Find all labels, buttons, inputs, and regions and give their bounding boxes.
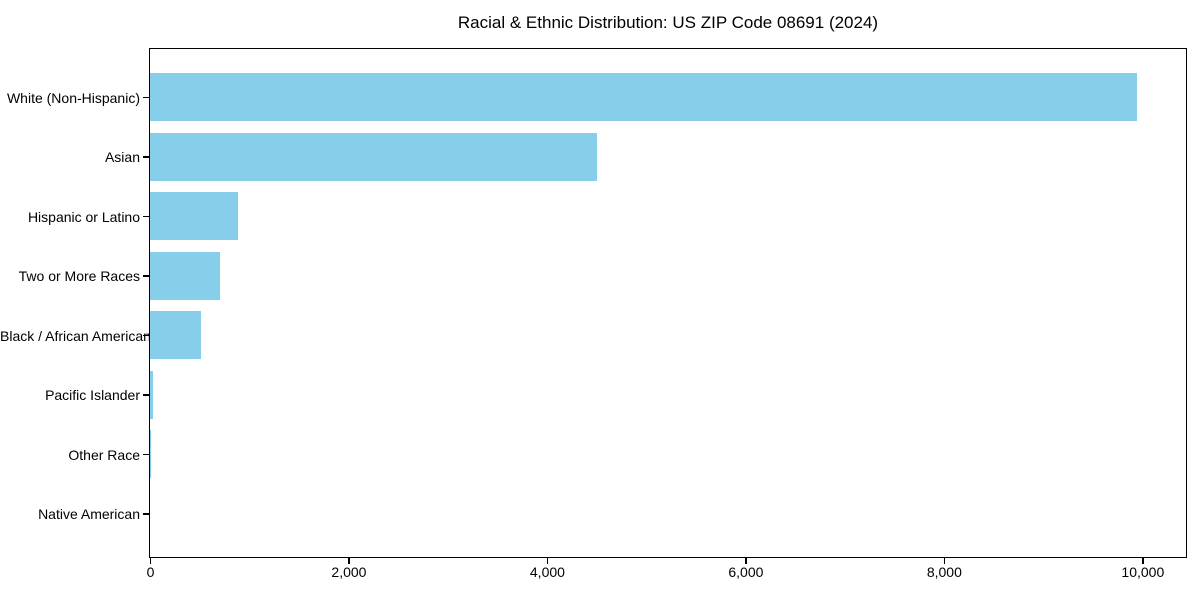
x-tick-mark bbox=[943, 558, 946, 564]
y-tick-mark bbox=[143, 275, 149, 277]
x-tick-label: 4,000 bbox=[529, 564, 565, 580]
y-tick-mark bbox=[143, 453, 149, 456]
x-tick-mark bbox=[745, 558, 747, 564]
x-tick-label: 2,000 bbox=[331, 564, 367, 580]
x-tick-label: 8,000 bbox=[926, 564, 962, 580]
plot-area bbox=[149, 48, 1187, 558]
y-tick-label: Native American bbox=[38, 506, 140, 522]
y-tick-mark bbox=[143, 394, 149, 396]
bar bbox=[150, 192, 239, 240]
y-tick-label: Hispanic or Latino bbox=[27, 208, 140, 225]
bar bbox=[150, 251, 220, 300]
y-tick-label: Pacific Islander bbox=[45, 387, 140, 403]
x-tick-mark bbox=[1142, 558, 1144, 564]
y-tick-mark bbox=[143, 156, 149, 158]
y-tick-label: Two or More Races bbox=[18, 268, 140, 284]
x-tick-label: 10,000 bbox=[1121, 564, 1165, 580]
y-tick-mark bbox=[143, 96, 149, 99]
y-tick-mark bbox=[143, 215, 149, 218]
bar bbox=[150, 311, 201, 359]
chart-title: Racial & Ethnic Distribution: US ZIP Cod… bbox=[457, 13, 879, 32]
y-tick-mark bbox=[143, 513, 149, 515]
x-tick-label: 0 bbox=[146, 564, 155, 580]
y-tick-label: Black / African American bbox=[0, 327, 151, 344]
y-tick-label: Asian bbox=[104, 149, 140, 165]
x-tick-mark bbox=[149, 558, 152, 564]
x-tick-mark bbox=[348, 558, 350, 564]
y-tick-label: Other Race bbox=[68, 446, 140, 463]
x-tick-mark bbox=[546, 558, 549, 564]
bar bbox=[150, 132, 597, 181]
bar bbox=[150, 430, 152, 478]
x-tick-label: 6,000 bbox=[728, 564, 764, 580]
bar bbox=[150, 73, 1138, 121]
y-tick-mark bbox=[143, 334, 149, 337]
y-tick-label: White (Non-Hispanic) bbox=[6, 89, 140, 106]
bar bbox=[150, 370, 153, 419]
